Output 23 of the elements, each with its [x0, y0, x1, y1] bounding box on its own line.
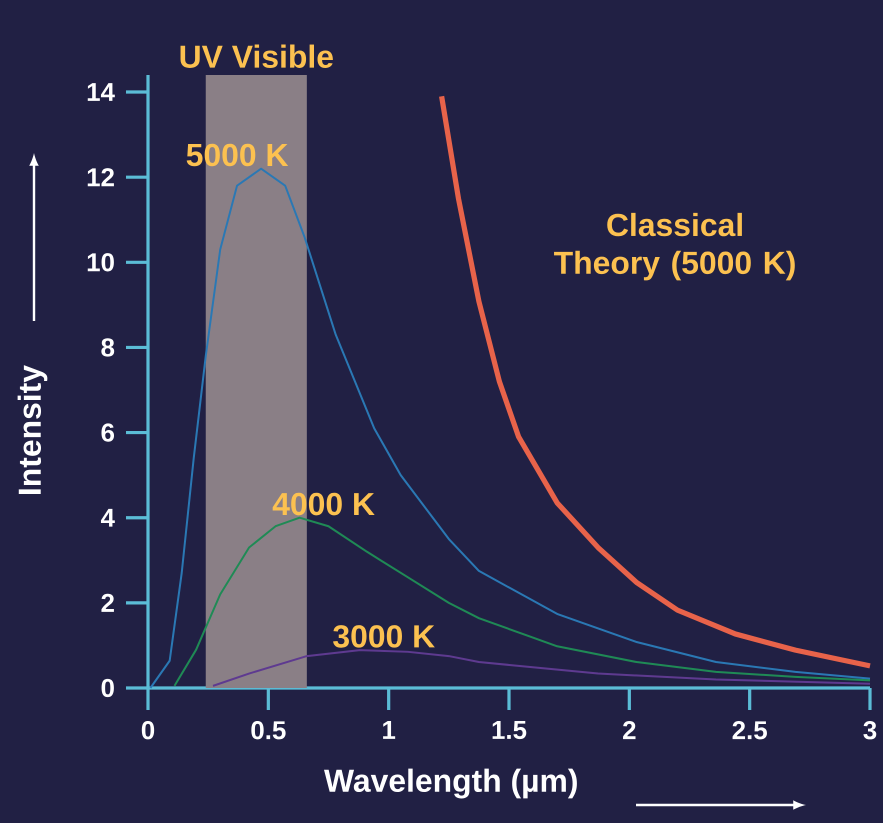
x-tick-label: 1	[383, 721, 396, 739]
text: Classical Theory (5000 K)	[554, 212, 795, 280]
y-tick-label: 14	[88, 83, 115, 101]
x-axis-title: Wavelength (µm)	[324, 768, 577, 798]
band-label: UV Visible	[180, 44, 333, 68]
line-series	[212, 649, 872, 687]
series-label: 4000 K	[272, 492, 375, 516]
x-tick-label: 0	[142, 721, 154, 740]
y-axis-title: Intensity	[18, 365, 48, 494]
line-series	[173, 516, 872, 687]
series-label: 3000 K	[333, 625, 435, 648]
y-tick-label: 8	[101, 338, 114, 357]
x-tick-label: 2.5	[732, 721, 767, 740]
y-tick-label: 0	[102, 678, 114, 698]
x-tick-label: 1.5	[492, 721, 526, 740]
y-tick-label: 4	[100, 508, 115, 527]
x-tick-label: 0.5	[251, 721, 286, 740]
y-tick-label: 6	[101, 423, 114, 442]
x-tick-label: 2	[623, 721, 636, 740]
y-tick-label: 10	[88, 253, 114, 272]
y-tick-label: 2	[101, 594, 114, 612]
y-tick-label: 12	[88, 168, 114, 186]
x-tick-label: 3	[863, 721, 876, 740]
